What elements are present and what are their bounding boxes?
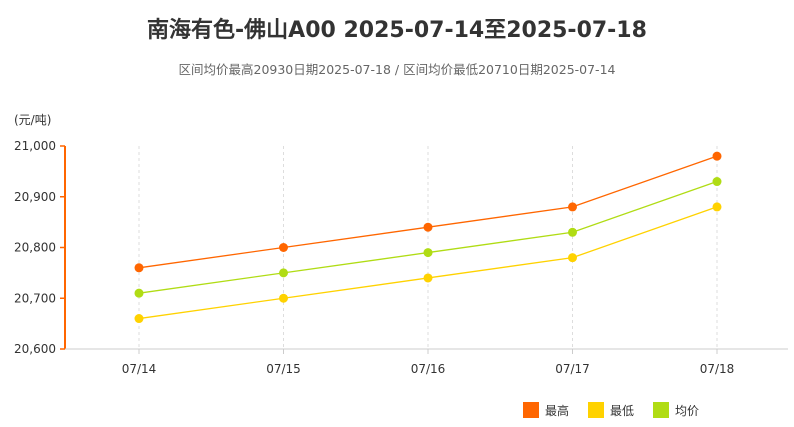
x-tick-label: 07/14 [122, 362, 157, 376]
data-point[interactable] [712, 177, 722, 187]
data-point[interactable] [423, 273, 433, 283]
axes: 20,600 20,700 20,800 20,900 21,000 07/14 07/15… [14, 139, 788, 376]
y-tick-label: 20,800 [14, 241, 56, 255]
data-point[interactable] [568, 202, 577, 212]
y-axis-unit-label: (元/吨) [14, 113, 51, 127]
data-point[interactable] [712, 151, 722, 161]
data-point[interactable] [134, 288, 144, 298]
x-tick-label: 07/15 [266, 362, 301, 376]
grid-lines [138, 146, 718, 349]
legend-swatch [523, 402, 539, 418]
legend-swatch [588, 402, 604, 418]
data-point[interactable] [423, 248, 433, 258]
data-point[interactable] [568, 227, 577, 237]
y-tick-label: 20,900 [14, 190, 56, 204]
series-points [134, 151, 722, 324]
legend-label: 均价 [675, 404, 699, 418]
x-tick-label: 07/16 [411, 362, 446, 376]
data-point[interactable] [134, 314, 144, 324]
y-tick-label: 20,600 [14, 342, 56, 356]
data-point[interactable] [279, 293, 288, 303]
data-point[interactable] [423, 222, 433, 232]
legend-label: 最低 [610, 404, 634, 418]
data-point[interactable] [134, 263, 144, 273]
data-point[interactable] [712, 202, 722, 212]
x-tick-label: 07/18 [700, 362, 735, 376]
chart-subtitle: 区间均价最高20930日期2025-07-18 / 区间均价最低20710日期2… [178, 62, 616, 77]
legend-swatch [653, 402, 669, 418]
x-tick-label: 07/17 [555, 362, 590, 376]
legend: 最高 最低 均价 [523, 402, 699, 418]
data-point[interactable] [279, 243, 288, 252]
data-point[interactable] [279, 268, 288, 278]
y-tick-label: 21,000 [14, 139, 56, 153]
y-tick-label: 20,700 [14, 291, 56, 305]
data-point[interactable] [568, 253, 577, 263]
chart-title: 南海有色-佛山A00 2025-07-14至2025-07-18 [147, 18, 647, 43]
legend-label: 最高 [545, 403, 569, 418]
